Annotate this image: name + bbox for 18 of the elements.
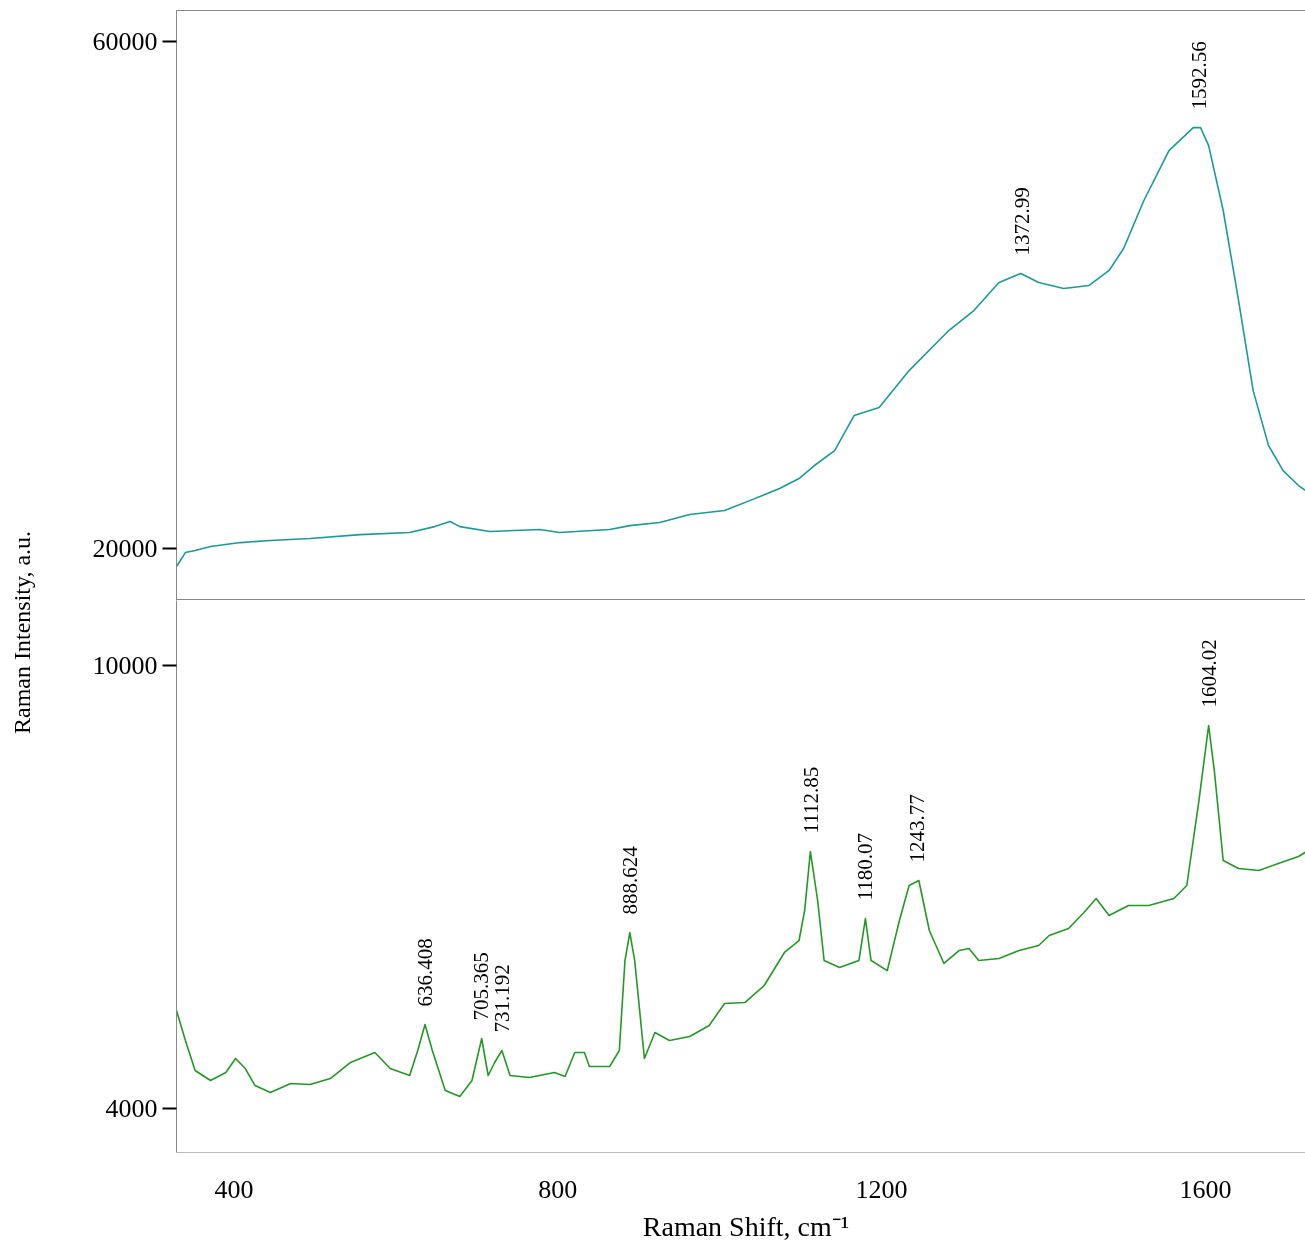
y-tick-label: 20000 xyxy=(92,534,158,564)
x-tick-label: 400 xyxy=(214,1174,254,1204)
annotation: 1180.07 xyxy=(853,833,878,901)
annotation: 1243.77 xyxy=(905,794,930,863)
y-tick-label: 4000 xyxy=(105,1093,158,1123)
annotation: 1592.56 xyxy=(1187,41,1212,110)
annotation: 636.408 xyxy=(413,938,438,1007)
y-tick-label: 60000 xyxy=(92,27,158,57)
annotation: 1112.85 xyxy=(799,766,824,834)
y-axis-title: Raman Intensity, a.u. xyxy=(8,530,36,735)
x-tick-label: 1600 xyxy=(1179,1174,1232,1204)
x-tick-label: 800 xyxy=(538,1174,578,1204)
y-tick-label: 10000 xyxy=(92,650,158,680)
x-tick-label: 1200 xyxy=(855,1174,908,1204)
x-axis-title: Raman Shift, cm⁻¹ xyxy=(642,1210,850,1242)
annotation: 888.624 xyxy=(617,845,642,915)
annotation: 1604.02 xyxy=(1196,639,1221,708)
annotation: 1372.99 xyxy=(1009,187,1034,256)
